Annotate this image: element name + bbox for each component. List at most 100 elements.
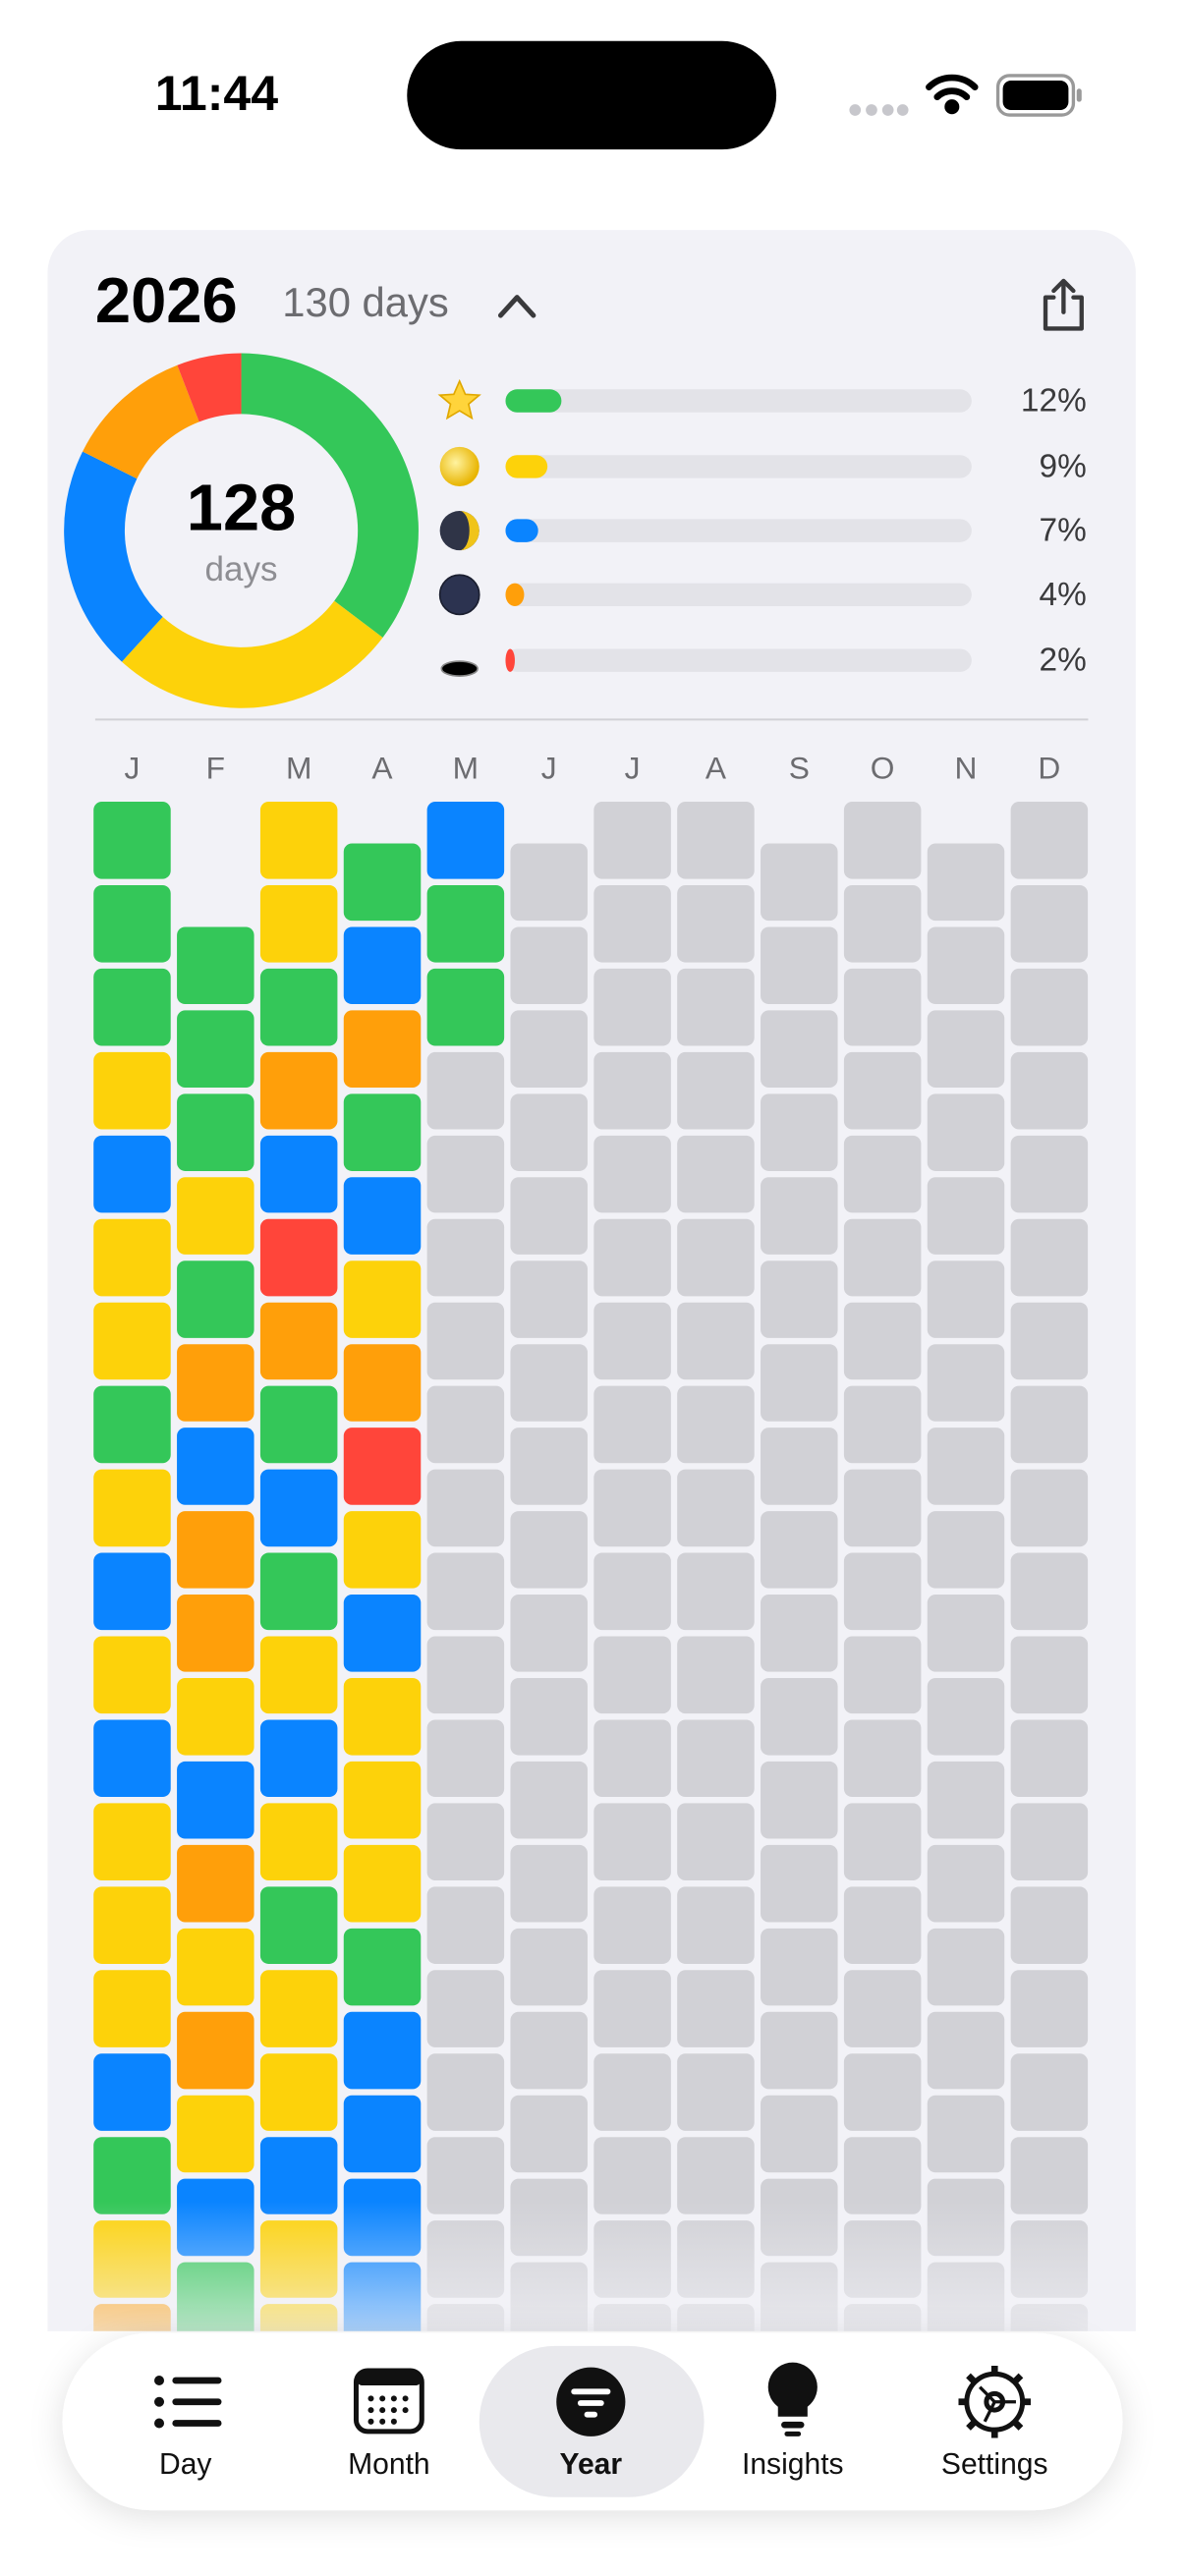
day-cell[interactable] [93,2137,171,2214]
day-cell[interactable] [343,1093,422,1171]
day-cell[interactable] [343,1595,422,1672]
day-cell[interactable] [259,1886,338,1964]
day-cell[interactable] [177,1093,254,1171]
day-cell[interactable] [343,2011,422,2090]
month-label: M [453,751,479,786]
day-cell[interactable] [259,1636,338,1714]
tab-label[interactable]: Month [348,2448,430,2481]
day-cell[interactable] [93,1552,171,1631]
day-cell[interactable] [259,1552,338,1631]
day-cell[interactable] [93,1886,171,1964]
month-label: F [206,751,225,786]
day-cell[interactable] [259,1970,338,2047]
day-cell[interactable] [93,1636,171,1714]
empty-day-cell [1010,1051,1089,1130]
month-label: D [1038,751,1060,786]
day-cell[interactable] [177,1761,254,1839]
day-cell[interactable] [93,1051,171,1130]
empty-day-cell [593,1218,671,1297]
day-cell[interactable] [343,1010,422,1088]
day-cell[interactable] [259,968,338,1046]
day-cell[interactable] [343,1260,422,1338]
day-cell[interactable] [343,1761,422,1839]
tab-label[interactable]: Insights [742,2448,844,2481]
empty-day-cell [677,884,755,963]
day-cell[interactable] [93,884,171,963]
day-cell[interactable] [177,1511,254,1589]
day-cell[interactable] [93,802,171,879]
day-cell[interactable] [343,1428,422,1505]
day-cell[interactable] [93,1469,171,1547]
day-cell[interactable] [93,2053,171,2131]
month-label: J [125,751,141,786]
sun-icon [439,446,480,486]
percent-label: 2% [1040,643,1087,679]
day-cell[interactable] [343,1511,422,1589]
empty-day-cell [677,1803,755,1880]
day-cell[interactable] [177,1595,254,1672]
day-cell[interactable] [343,2095,422,2173]
star-icon [437,378,481,420]
day-cell[interactable] [93,1385,171,1464]
day-cell[interactable] [259,1719,338,1798]
day-cell[interactable] [259,1218,338,1297]
empty-day-cell [927,1344,1005,1422]
tab-label[interactable]: Day [159,2448,211,2481]
day-cell[interactable] [177,1010,254,1088]
day-cell[interactable] [93,1803,171,1880]
empty-day-cell [593,1719,671,1798]
day-cell[interactable] [177,1177,254,1255]
day-cell[interactable] [343,843,422,922]
day-cell[interactable] [93,968,171,1046]
tab-label[interactable]: Settings [941,2448,1048,2481]
day-cell[interactable] [426,884,505,963]
day-cell[interactable] [259,884,338,963]
day-cell[interactable] [259,1302,338,1380]
day-cell[interactable] [343,1344,422,1422]
day-cell[interactable] [259,1051,338,1130]
day-cell[interactable] [177,1928,254,2006]
day-cell[interactable] [177,1260,254,1338]
day-cell[interactable] [177,2011,254,2090]
empty-day-cell [426,1135,505,1213]
day-cell[interactable] [343,1844,422,1923]
percent-label: 9% [1040,448,1087,484]
day-cell[interactable] [343,926,422,1005]
day-cell[interactable] [93,1970,171,2047]
empty-day-cell [843,1803,922,1880]
day-cell[interactable] [343,1928,422,2006]
day-cell[interactable] [177,2095,254,2173]
share-button[interactable] [1043,278,1084,331]
collapse-button[interactable] [497,295,536,318]
empty-day-cell [426,1970,505,2047]
day-cell[interactable] [93,1135,171,1213]
insights-icon [767,2362,818,2436]
day-cell[interactable] [177,1344,254,1422]
empty-day-cell [593,1886,671,1964]
day-cell[interactable] [93,1719,171,1798]
empty-day-cell [1010,1469,1089,1547]
day-cell[interactable] [259,1385,338,1464]
day-cell[interactable] [93,1302,171,1380]
day-cell[interactable] [259,2137,338,2214]
month-label: A [705,751,727,786]
empty-day-cell [927,1595,1005,1672]
day-cell[interactable] [177,926,254,1005]
day-cell[interactable] [259,1803,338,1880]
day-cell[interactable] [259,802,338,879]
day-cell[interactable] [177,1428,254,1505]
day-cell[interactable] [426,802,505,879]
day-cell[interactable] [177,1844,254,1923]
day-cell[interactable] [259,1469,338,1547]
empty-day-cell [761,1010,838,1088]
mood-stats: 12% 9% 7% 4% 2% [505,383,1087,679]
day-cell[interactable] [177,1677,254,1756]
day-cell[interactable] [343,1677,422,1756]
day-cell[interactable] [343,1177,422,1255]
day-cell[interactable] [259,1135,338,1213]
empty-day-cell [843,1302,922,1380]
day-cell[interactable] [259,2053,338,2131]
day-cell[interactable] [426,968,505,1046]
day-cell[interactable] [93,1218,171,1297]
tab-label[interactable]: Year [560,2448,623,2481]
